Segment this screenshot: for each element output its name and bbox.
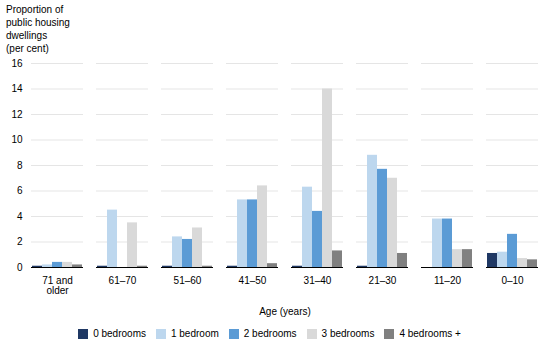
html-text:Proportion of public housing d: Proportion of public housing dwellings (… (6, 4, 70, 54)
svg-text:8: 8 (17, 160, 23, 171)
svg-text:16: 16 (11, 58, 23, 69)
svg-text:14: 14 (11, 83, 23, 94)
svg-text:21–30: 21–30 (369, 275, 397, 286)
svg-text:31–40: 31–40 (304, 275, 332, 286)
svg-text:11–20: 11–20 (434, 275, 462, 286)
html-text:3 bedrooms: 3 bedrooms (321, 328, 375, 339)
svg-text:0–10: 0–10 (501, 275, 524, 286)
svg-text:51–60: 51–60 (174, 275, 202, 286)
svg-text:2: 2 (17, 236, 23, 247)
svg-text:10: 10 (11, 134, 23, 145)
svg-text:41–50: 41–50 (239, 275, 267, 286)
html-text:1 bedroom: 1 bedroom (171, 328, 219, 339)
svg-text:61–70: 61–70 (109, 275, 137, 286)
svg-text:6: 6 (17, 185, 23, 196)
html-text:0 bedrooms: 0 bedrooms (93, 328, 146, 339)
svg-text:Age (years): Age (years) (259, 306, 311, 317)
svg-text:12: 12 (11, 109, 23, 120)
svg-text:71 andolder: 71 andolder (42, 275, 73, 296)
svg-text:0: 0 (17, 262, 23, 273)
html-text:4 bedrooms +: 4 bedrooms + (399, 328, 461, 339)
svg-text:4: 4 (17, 211, 23, 222)
html-text:2 bedrooms: 2 bedrooms (243, 328, 297, 339)
